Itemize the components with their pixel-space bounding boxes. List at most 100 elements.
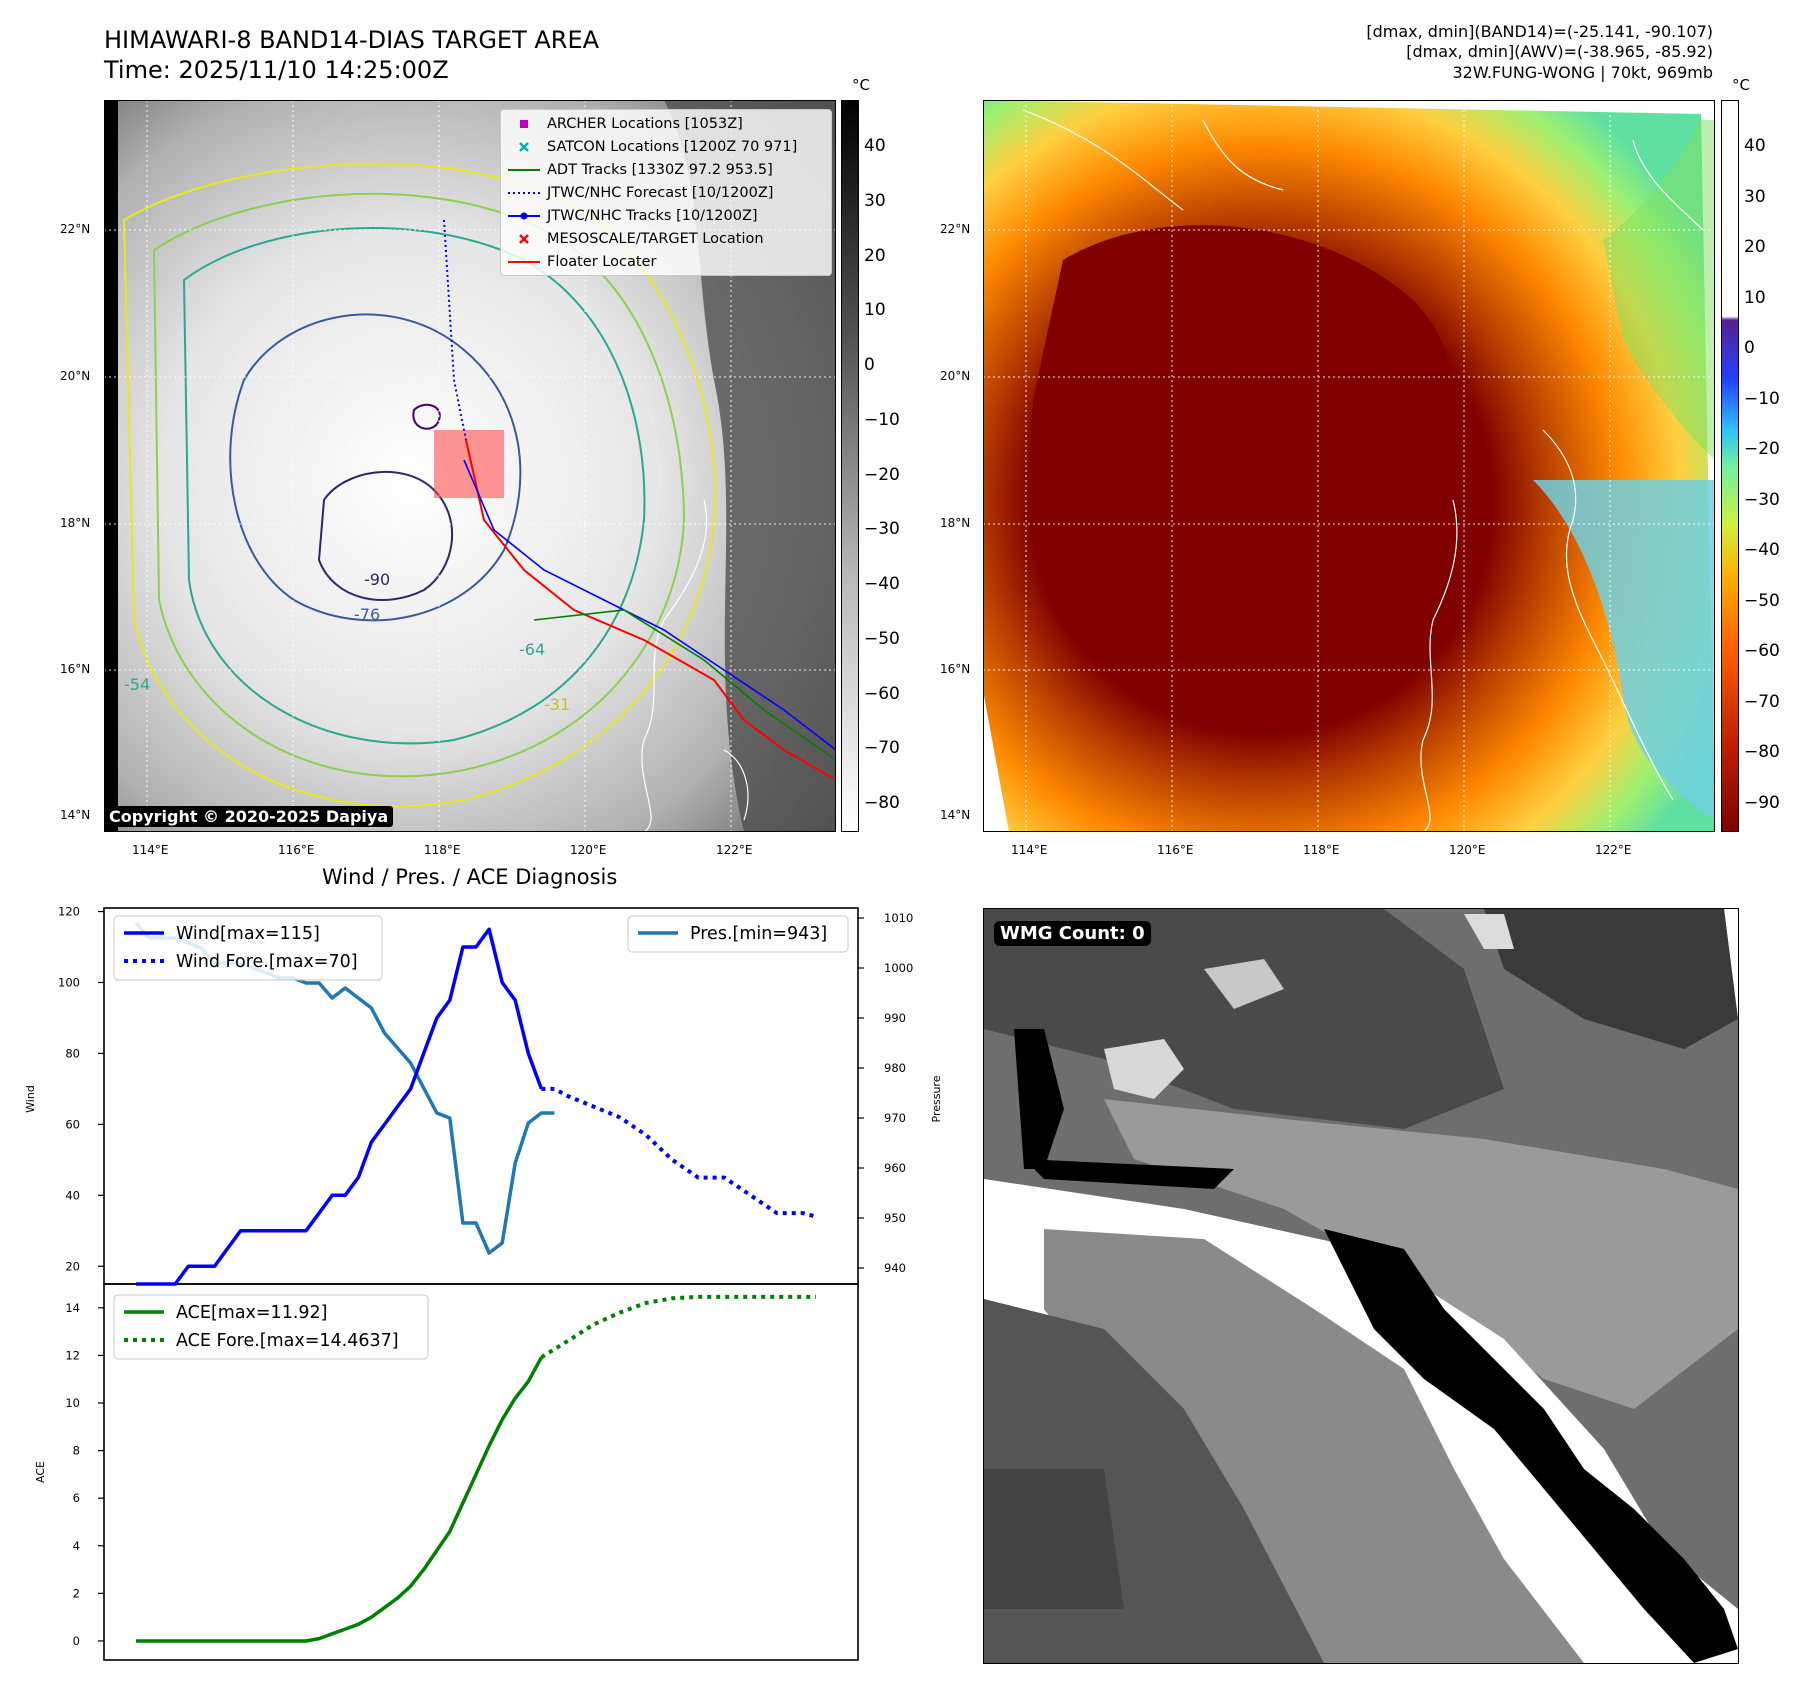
- copyright-badge: Copyright © 2020-2025 Dapiya: [104, 806, 394, 827]
- band14-colorbar-tick: 30: [864, 190, 886, 211]
- pressure-axis-tick-label: 1000: [884, 961, 913, 975]
- contour-label-54: -54: [124, 675, 150, 694]
- legend-ace-fore-label: ACE Fore.[max=14.4637]: [176, 1331, 399, 1351]
- band14-map-frame: [104, 100, 836, 832]
- pressure-axis-tick-label: 980: [884, 1061, 906, 1075]
- track-legend: ARCHER Locations [1053Z] SATCON Location…: [500, 109, 832, 276]
- figure-title-line1: HIMAWARI-8 BAND14-DIAS TARGET AREA: [104, 26, 600, 54]
- wind-axis-tick-label: 100: [58, 975, 80, 989]
- awv-colorbar-tick: −30: [1744, 489, 1780, 510]
- pressure-axis-tick-label: 970: [884, 1111, 906, 1125]
- contour-label-64: -64: [519, 640, 545, 659]
- awv-colorbar-tick: −10: [1744, 388, 1780, 409]
- awv-colorbar-tick: −20: [1744, 439, 1780, 460]
- stats-line2: [dmax, dmin](AWV)=(-38.965, -85.92): [1406, 42, 1713, 61]
- band14-colorbar-tick: 10: [864, 300, 886, 321]
- band14-colorbar-ticks: 40 30 20 10 0 −10 −20 −30 −40 −50 −60 −70 −80: [864, 100, 924, 830]
- lat-label-18n: 18°N: [60, 516, 91, 530]
- legend-wind-fore-label: Wind Fore.[max=70]: [176, 952, 358, 972]
- stats-line3: 32W.FUNG-WONG | 70kt, 969mb: [1452, 63, 1713, 82]
- legend-mesoscale: MESOSCALE/TARGET Location: [501, 227, 831, 250]
- awv-lon-label-118e: 118°E: [1303, 843, 1340, 857]
- awv-map-panel: [983, 100, 1715, 833]
- ace-axis-tick-label: 6: [73, 1491, 80, 1505]
- band14-colorbar-unit: °C: [852, 76, 870, 94]
- band14-colorbar-tick: −30: [864, 519, 900, 540]
- legend-pres-label: Pres.[min=943]: [690, 924, 827, 944]
- awv-lon-label-122e: 122°E: [1595, 843, 1632, 857]
- awv-colorbar-tick: −50: [1744, 590, 1780, 611]
- awv-lon-label-120e: 120°E: [1449, 843, 1486, 857]
- ace-axes-frame: [103, 1283, 859, 1661]
- awv-colorbar-tick: −40: [1744, 540, 1780, 561]
- wind-axis-label: Wind: [24, 1085, 37, 1113]
- legend-jtwc-tracks: JTWC/NHC Tracks [10/1200Z]: [501, 204, 831, 227]
- band14-colorbar-tick: −70: [864, 738, 900, 759]
- wind-legend: Wind[max=115] Wind Fore.[max=70]: [113, 915, 383, 981]
- wind-forecast-series-line: [541, 1086, 817, 1219]
- band14-colorbar-tick: 20: [864, 245, 886, 266]
- awv-lon-label-116e: 116°E: [1157, 843, 1194, 857]
- lat-label-14n: 14°N: [60, 808, 91, 822]
- awv-lon-label-114e: 114°E: [1011, 843, 1048, 857]
- awv-colorbar-tick: 10: [1744, 287, 1766, 308]
- awv-colorbar-tick: −60: [1744, 641, 1780, 662]
- ace-forecast-series-line: [540, 1294, 816, 1359]
- wmg-image: [984, 909, 1738, 1663]
- awv-colorbar-ticks: 40 30 20 10 0 −10 −20 −30 −40 −50 −60 −70 −80 −90: [1744, 100, 1796, 830]
- pressure-axis-tick-label: 950: [884, 1211, 906, 1225]
- ace-legend: ACE[max=11.92] ACE Fore.[max=14.4637]: [113, 1294, 429, 1360]
- ace-axis-label: ACE: [34, 1461, 47, 1483]
- lon-label-118e: 118°E: [424, 843, 461, 857]
- lon-label-122e: 122°E: [716, 843, 753, 857]
- legend-archer: ARCHER Locations [1053Z]: [501, 112, 831, 135]
- wind-axis-tick-label: 20: [65, 1259, 80, 1273]
- lon-label-116e: 116°E: [278, 843, 315, 857]
- awv-colorbar: [1721, 100, 1739, 832]
- legend-jtwc-forecast: JTWC/NHC Forecast [10/1200Z]: [508, 184, 774, 201]
- legend-adt: ADT Tracks [1330Z 97.2 953.5]: [508, 161, 773, 178]
- ace-axis-tick-label: 0: [73, 1634, 80, 1648]
- ace-axis-tick-label: 4: [73, 1539, 80, 1553]
- awv-colorbar-tick: 40: [1744, 136, 1766, 156]
- lat-label-22n: 22°N: [60, 222, 91, 236]
- awv-colorbar-tick: −70: [1744, 691, 1780, 712]
- legend-wind-label: Wind[max=115]: [176, 924, 320, 944]
- pressure-axis-tick-label: 1010: [884, 911, 913, 925]
- awv-map-frame: [983, 100, 1715, 832]
- ace-series-line: [136, 1356, 543, 1643]
- wmg-count-badge: WMG Count: 0: [994, 921, 1151, 946]
- lat-label-16n: 16°N: [60, 662, 91, 676]
- wind-axis-tick-label: 80: [65, 1046, 80, 1060]
- ace-axis-tick-label: 10: [65, 1396, 80, 1410]
- pressure-legend: Pres.[min=943]: [627, 915, 849, 953]
- band14-colorbar-tick: 40: [864, 136, 886, 156]
- awv-lat-label-18n: 18°N: [940, 516, 971, 530]
- wind-axis-tick-label: 60: [65, 1117, 80, 1131]
- wind-axis-tick-label: 120: [58, 905, 80, 919]
- band14-colorbar: [841, 100, 859, 832]
- awv-lat-label-14n: 14°N: [940, 808, 971, 822]
- lon-label-114e: 114°E: [132, 843, 169, 857]
- lon-label-120e: 120°E: [570, 843, 607, 857]
- band14-colorbar-tick: −20: [864, 464, 900, 485]
- wind-axis-tick-label: 40: [65, 1188, 80, 1202]
- band14-colorbar-tick: −10: [864, 409, 900, 430]
- ace-axis-tick-label: 8: [73, 1444, 80, 1458]
- awv-colorbar-tick: 30: [1744, 186, 1766, 207]
- ace-axis-tick-label: 2: [73, 1586, 80, 1600]
- floater-box: [434, 430, 504, 498]
- contour-label-31: -31: [544, 695, 570, 714]
- legend-floater: Floater Locater: [508, 253, 657, 270]
- band14-map-panel: -90 -76 -64 -54 -31 ARCHER Locations [10…: [104, 100, 837, 833]
- lat-label-20n: 20°N: [60, 369, 91, 383]
- pressure-axis-tick-label: 990: [884, 1011, 906, 1025]
- awv-colorbar-tick: −90: [1744, 793, 1780, 813]
- ace-axis-tick-label: 14: [65, 1301, 80, 1315]
- awv-lat-label-22n: 22°N: [940, 222, 971, 236]
- legend-satcon: SATCON Locations [1200Z 70 971]: [501, 135, 831, 158]
- awv-colorbar-tick: −80: [1744, 742, 1780, 763]
- band14-colorbar-tick: −50: [864, 628, 900, 649]
- awv-lat-label-16n: 16°N: [940, 662, 971, 676]
